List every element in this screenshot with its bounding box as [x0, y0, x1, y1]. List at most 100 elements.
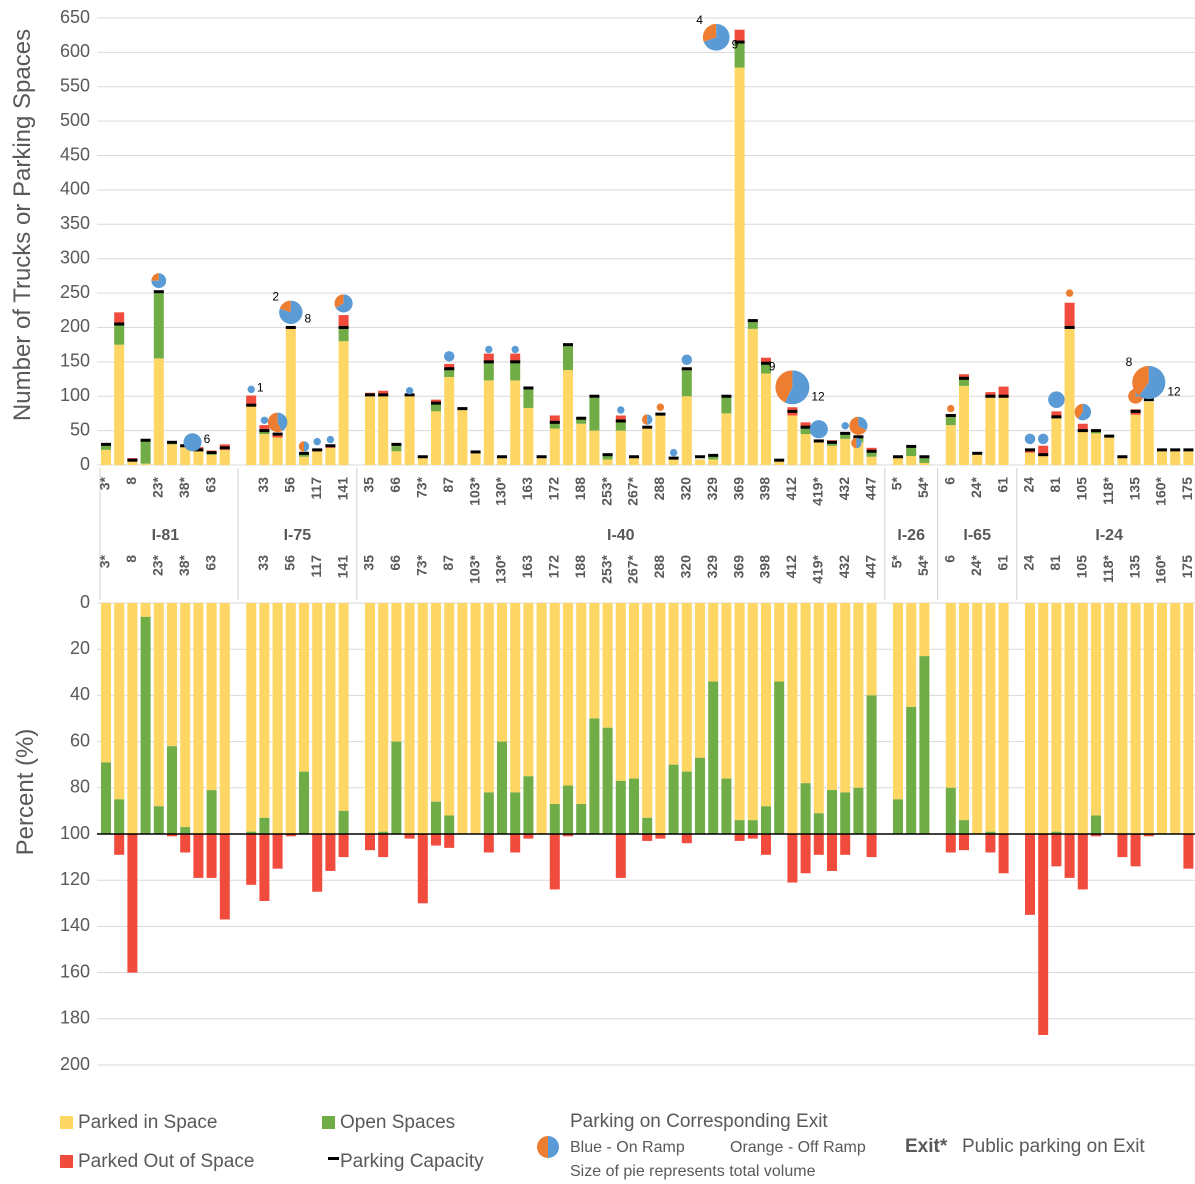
pie-slice [334, 294, 344, 308]
bar-segment [444, 815, 455, 834]
x-tick-label: 73* [414, 554, 430, 576]
bar-segment [285, 834, 296, 837]
bar-segment [985, 831, 996, 834]
group-label: I-75 [284, 527, 312, 544]
bar-segment [114, 312, 125, 325]
bar-segment [1170, 451, 1181, 465]
capacity-marker [800, 425, 811, 429]
bar-segment [840, 433, 851, 439]
x-tick-label: 5* [889, 476, 905, 490]
bar-segment [959, 834, 969, 851]
pie-slice [858, 416, 868, 431]
x-tick-label: 54* [915, 554, 931, 576]
bar-segment [206, 834, 217, 878]
bar-segment [734, 29, 745, 44]
bar-segment [391, 444, 402, 452]
pie-slice [326, 435, 335, 444]
bar-segment [866, 447, 877, 452]
x-tick-label: 63 [202, 477, 218, 493]
capacity-marker [589, 394, 600, 398]
bar-segment [919, 603, 930, 657]
bar-segment [761, 363, 771, 374]
bar-segment [668, 459, 679, 465]
bar-segment [959, 385, 969, 465]
bar-segment [338, 603, 349, 811]
bar-segment [708, 459, 719, 465]
bar-segment [1025, 603, 1035, 834]
legend-label: Parking Capacity [340, 1151, 484, 1172]
bar-segment [483, 792, 494, 834]
capacity-marker [1183, 448, 1194, 452]
y-tick-label: 150 [60, 351, 90, 371]
bar-segment [1064, 834, 1075, 878]
capacity-marker [391, 442, 402, 446]
bar-segment [510, 603, 521, 793]
bar-segment [615, 780, 626, 834]
bar-segment [800, 427, 811, 435]
bar-segment [800, 834, 811, 874]
group-label: I-26 [897, 527, 925, 544]
x-tick-label: 3* [97, 554, 113, 568]
bar-segment [906, 447, 917, 457]
capacity-marker [827, 440, 837, 444]
x-tick-label: 320 [678, 477, 694, 501]
bar-segment [1077, 423, 1088, 432]
bar-segment [470, 603, 481, 834]
bar-segment [1025, 834, 1035, 915]
y-axis-title: Number of Trucks or Parking Spaces [9, 29, 36, 421]
bar-segment [483, 361, 494, 381]
pie-slice [1024, 433, 1036, 445]
bar-segment [629, 603, 639, 779]
bar-segment [1143, 834, 1154, 837]
capacity-marker [431, 401, 441, 405]
bar-segment [787, 603, 798, 834]
capacity-marker [655, 412, 666, 416]
y-tick-label: 180 [60, 1008, 90, 1028]
y-tick-label: 120 [60, 869, 90, 889]
bar-segment [444, 363, 455, 369]
bar-segment [167, 444, 177, 465]
pie-slice [841, 422, 849, 430]
bar-segment [497, 741, 507, 834]
bar-segment [510, 792, 521, 834]
y-tick-label: 200 [60, 1054, 90, 1074]
bar-segment [1051, 411, 1062, 419]
capacity-marker [365, 393, 375, 397]
bar-segment [906, 603, 917, 707]
bar-segment [1051, 831, 1062, 834]
group-label: I-81 [152, 527, 180, 544]
x-tick-label: 288 [651, 555, 667, 579]
bar-segment [1051, 603, 1062, 832]
bar-segment [114, 324, 125, 345]
capacity-marker [998, 394, 1009, 398]
pie-slice [183, 433, 202, 452]
bar-segment [1051, 418, 1062, 465]
bar-segment [1064, 328, 1075, 465]
capacity-marker [1117, 455, 1128, 459]
bar-segment [483, 380, 494, 465]
bar-segment [444, 368, 455, 377]
capacity-marker [708, 453, 719, 457]
bar-segment [774, 461, 785, 465]
capacity-marker [576, 416, 587, 420]
bar-segment [959, 603, 969, 821]
bar-segment [602, 603, 613, 728]
bar-segment [338, 810, 349, 834]
bar-segment [602, 459, 613, 465]
bar-segment [589, 603, 600, 719]
pie-slice [856, 437, 862, 449]
x-tick-label: 188 [572, 477, 588, 501]
legend-swatch [60, 1116, 73, 1129]
bar-segment [549, 415, 560, 424]
pie-slice [1048, 391, 1065, 408]
bar-segment [246, 834, 257, 885]
x-tick-label: 398 [757, 477, 773, 501]
y-tick-label: 350 [60, 213, 90, 233]
bar-segment [404, 603, 415, 834]
bar-segment [299, 603, 309, 772]
bar-segment [1157, 603, 1167, 834]
capacity-marker [457, 407, 468, 411]
capacity-marker [299, 451, 309, 455]
bar-segment [945, 603, 956, 788]
x-tick-label: 172 [546, 477, 562, 501]
